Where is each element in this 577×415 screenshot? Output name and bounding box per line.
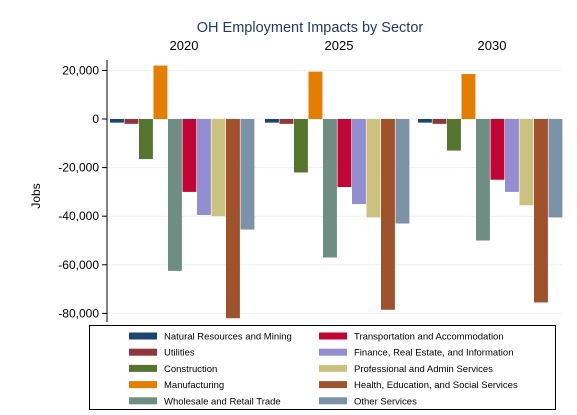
chart-title: OH Employment Impacts by Sector: [197, 20, 424, 36]
bar-health-education-and-social-services-2020: [226, 119, 240, 319]
bar-manufacturing-2020: [153, 65, 168, 119]
bar-utilities-2025: [279, 119, 294, 124]
bar-transportation-and-accommodation-2030: [490, 119, 505, 180]
bar-finance-real-estate-and-information-2020: [197, 119, 211, 215]
bar-natural-resources-and-mining-2025: [265, 119, 279, 123]
legend-key-other-services: [319, 397, 347, 405]
y-tick-label: -60,000: [58, 258, 99, 272]
y-tick-label: -40,000: [58, 209, 99, 223]
bar-professional-and-admin-services-2020: [211, 119, 226, 217]
legend-key-construction: [129, 364, 157, 372]
legend-key-wholesale-and-retail-trade: [129, 397, 157, 405]
legend-label-natural-resources-and-mining: Natural Resources and Mining: [164, 332, 292, 343]
panel-label-2020: 2020: [170, 38, 199, 53]
bar-professional-and-admin-services-2030: [519, 119, 534, 206]
y-axis-title: Jobs: [29, 183, 43, 208]
panel-label-2025: 2025: [325, 38, 354, 53]
legend-key-natural-resources-and-mining: [129, 332, 157, 340]
bar-wholesale-and-retail-trade-2020: [168, 119, 182, 271]
bar-construction-2020: [139, 119, 153, 160]
legend-key-finance-real-estate-and-information: [319, 348, 347, 356]
legend-label-wholesale-and-retail-trade: Wholesale and Retail Trade: [164, 396, 281, 407]
bar-health-education-and-social-services-2030: [534, 119, 548, 303]
bar-transportation-and-accommodation-2020: [182, 119, 197, 192]
legend-key-professional-and-admin-services: [319, 364, 347, 372]
bar-natural-resources-and-mining-2030: [418, 119, 432, 123]
bar-finance-real-estate-and-information-2025: [352, 119, 366, 205]
bar-construction-2030: [447, 119, 461, 151]
bar-finance-real-estate-and-information-2030: [505, 119, 519, 192]
bar-wholesale-and-retail-trade-2025: [323, 119, 337, 258]
plot-area: 20,000 0 -20,000 -40,000 -60,000 -80,000 2020 2…: [58, 38, 563, 322]
bar-utilities-2030: [432, 119, 447, 124]
legend-label-professional-and-admin-services: Professional and Admin Services: [354, 364, 493, 375]
bar-transportation-and-accommodation-2025: [337, 119, 352, 188]
y-tick-label: -80,000: [58, 306, 99, 320]
y-tick-label: 20,000: [62, 63, 99, 77]
y-tick-label: 0: [92, 112, 99, 126]
bar-wholesale-and-retail-trade-2030: [476, 119, 490, 241]
bar-manufacturing-2025: [308, 71, 323, 119]
bar-health-education-and-social-services-2025: [381, 119, 395, 310]
y-tick-label: -20,000: [58, 161, 99, 175]
legend-label-transportation-and-accommodation: Transportation and Accommodation: [354, 332, 504, 343]
legend-label-finance-real-estate-and-information: Finance, Real Estate, and Information: [354, 348, 513, 359]
panel-label-2030: 2030: [478, 38, 507, 53]
legend-key-manufacturing: [129, 381, 157, 389]
legend-label-manufacturing: Manufacturing: [164, 380, 224, 391]
legend-key-utilities: [129, 348, 157, 356]
bar-other-services-2025: [395, 119, 410, 224]
legend: Natural Resources and Mining Transportati…: [89, 325, 556, 410]
bar-other-services-2030: [548, 119, 563, 218]
legend-key-transportation-and-accommodation: [319, 332, 347, 340]
bar-construction-2025: [294, 119, 308, 173]
legend-label-construction: Construction: [164, 364, 217, 375]
bar-professional-and-admin-services-2025: [366, 119, 381, 218]
legend-label-other-services: Other Services: [354, 396, 417, 407]
legend-key-health-education-and-social-services: [319, 381, 347, 389]
bar-natural-resources-and-mining-2020: [110, 119, 124, 123]
bar-manufacturing-2030: [461, 74, 476, 119]
bar-other-services-2020: [240, 119, 255, 230]
legend-label-utilities: Utilities: [164, 348, 195, 359]
legend-label-health-education-and-social-services: Health, Education, and Social Services: [354, 380, 518, 391]
bar-utilities-2020: [124, 119, 139, 124]
